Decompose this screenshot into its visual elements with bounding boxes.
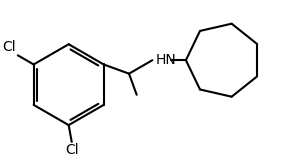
Text: HN: HN — [156, 53, 177, 67]
Text: Cl: Cl — [2, 40, 16, 54]
Text: Cl: Cl — [65, 143, 78, 157]
